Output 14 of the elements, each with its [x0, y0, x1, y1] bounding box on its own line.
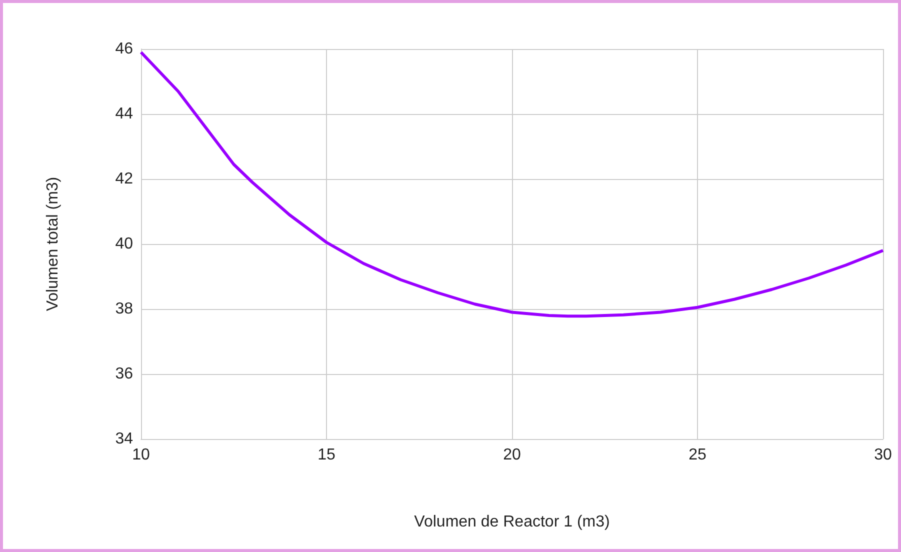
x-axis-title: Volumen de Reactor 1 (m3)	[414, 514, 610, 530]
x-tick-label: 30	[874, 446, 892, 464]
y-tick-label: 36	[115, 366, 134, 382]
y-tick-label: 46	[115, 40, 134, 58]
y-tick-label: 34	[115, 430, 134, 448]
x-tick-label: 10	[132, 446, 150, 464]
x-tick-label: 25	[688, 446, 706, 464]
y-tick-label: 44	[115, 106, 134, 122]
y-axis-title: Volumen total (m3)	[44, 176, 62, 312]
y-tick-label: 38	[115, 300, 134, 318]
x-tick-label: 15	[318, 446, 336, 464]
y-tick-label: 40	[115, 236, 134, 252]
x-tick-label: 20	[503, 446, 521, 464]
y-tick-label: 42	[115, 170, 134, 188]
